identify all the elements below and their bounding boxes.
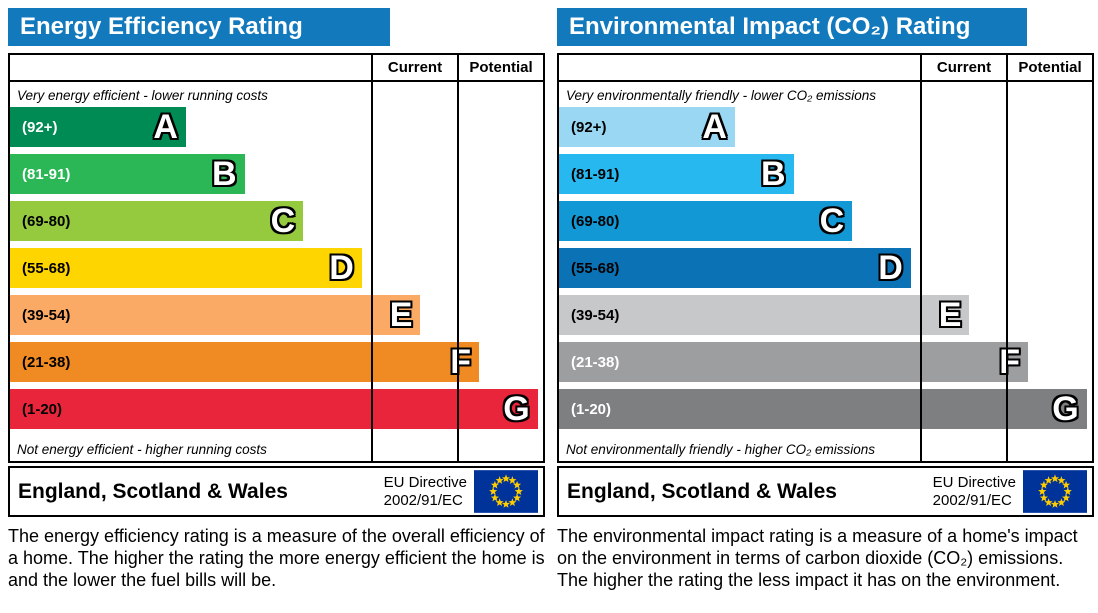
band-bar-e: (39-54) E xyxy=(10,295,421,335)
band-range-label: (1-20) xyxy=(22,400,63,418)
band-row-a: (92+) A xyxy=(10,107,543,147)
band-letter: A xyxy=(153,108,178,146)
environmental-rating-chart: Current Potential Very environmentally f… xyxy=(557,53,1094,463)
energy-efficiency-panel: Energy Efficiency Rating Current Potenti… xyxy=(8,8,545,590)
band-range-label: (21-38) xyxy=(22,353,71,371)
band-bar-g: (1-20) G xyxy=(10,389,538,429)
band-row-f: (21-38) F xyxy=(559,342,1092,382)
eu-directive-line2: 2002/91/EC xyxy=(383,491,463,509)
band-letter: G xyxy=(1052,390,1079,428)
potential-column-divider xyxy=(457,82,459,461)
band-row-b: (81-91) B xyxy=(559,154,1092,194)
energy-footer: England, Scotland & Wales EU Directive 2… xyxy=(8,466,545,517)
band-range-label: (55-68) xyxy=(571,259,620,277)
band-bar-e: (39-54) E xyxy=(559,295,970,335)
band-bar-c: (69-80) C xyxy=(10,201,304,241)
column-header-spacer xyxy=(559,55,920,80)
energy-bands: (92+) A (81-91) B (69-80) C (55-68) D (39-54) E (2… xyxy=(10,107,543,429)
eu-directive-line1: EU Directive xyxy=(932,474,1016,492)
band-range-label: (55-68) xyxy=(22,259,71,277)
eu-directive-line1: EU Directive xyxy=(383,474,467,492)
eu-flag-icon xyxy=(474,470,538,513)
column-header-row: Current Potential xyxy=(559,55,1092,82)
band-row-c: (69-80) C xyxy=(559,201,1092,241)
band-range-label: (81-91) xyxy=(22,165,71,183)
current-column-divider xyxy=(920,82,922,461)
band-range-label: (92+) xyxy=(22,118,58,136)
band-row-c: (69-80) C xyxy=(10,201,543,241)
band-bar-b: (81-91) B xyxy=(559,154,794,194)
potential-column-header: Potential xyxy=(457,55,543,80)
region-label: England, Scotland & Wales xyxy=(18,479,288,503)
band-letter: G xyxy=(503,390,530,428)
band-bar-a: (92+) A xyxy=(559,107,735,147)
band-range-label: (21-38) xyxy=(571,353,620,371)
column-header-spacer xyxy=(10,55,371,80)
current-column-divider xyxy=(371,82,373,461)
band-letter: A xyxy=(702,108,727,146)
eu-directive-label: EU Directive 2002/91/EC xyxy=(933,474,1023,509)
band-bar-d: (55-68) D xyxy=(10,248,362,288)
band-bar-c: (69-80) C xyxy=(559,201,853,241)
eu-flag-icon xyxy=(1023,470,1087,513)
environmental-panel-title: Environmental Impact (CO₂) Rating xyxy=(557,8,1027,46)
band-letter: B xyxy=(211,155,237,193)
environmental-chart-body: Very environmentally friendly - lower CO… xyxy=(559,82,1092,461)
band-row-a: (92+) A xyxy=(559,107,1092,147)
current-column-header: Current xyxy=(371,55,457,80)
top-caption: Very environmentally friendly - lower CO… xyxy=(566,88,876,103)
band-row-g: (1-20) G xyxy=(559,389,1092,429)
energy-description: The energy efficiency rating is a measur… xyxy=(8,526,545,590)
column-header-row: Current Potential xyxy=(10,55,543,82)
potential-column-header: Potential xyxy=(1006,55,1092,80)
top-caption: Very energy efficient - lower running co… xyxy=(17,88,268,103)
band-letter: E xyxy=(389,296,413,334)
environmental-impact-panel: Environmental Impact (CO₂) Rating Curren… xyxy=(549,0,1098,613)
band-range-label: (69-80) xyxy=(571,212,620,230)
band-row-d: (55-68) D xyxy=(559,248,1092,288)
band-range-label: (39-54) xyxy=(22,306,71,324)
energy-panel-title: Energy Efficiency Rating xyxy=(8,8,390,46)
band-range-label: (69-80) xyxy=(22,212,71,230)
band-letter: B xyxy=(760,155,786,193)
band-bar-g: (1-20) G xyxy=(559,389,1087,429)
environmental-bands: (92+) A (81-91) B (69-80) C (55-68) D (39-54) E (2… xyxy=(559,107,1092,429)
band-range-label: (81-91) xyxy=(571,165,620,183)
current-column-header: Current xyxy=(920,55,1006,80)
band-letter: F xyxy=(999,343,1021,381)
band-range-label: (92+) xyxy=(571,118,607,136)
bottom-caption: Not energy efficient - higher running co… xyxy=(17,442,267,457)
band-letter: C xyxy=(270,202,296,240)
energy-rating-chart: Current Potential Very energy efficient … xyxy=(8,53,545,463)
band-range-label: (1-20) xyxy=(571,400,612,418)
region-label: England, Scotland & Wales xyxy=(567,479,837,503)
band-range-label: (39-54) xyxy=(571,306,620,324)
band-bar-f: (21-38) F xyxy=(10,342,480,382)
band-letter: D xyxy=(329,249,354,287)
band-row-e: (39-54) E xyxy=(10,295,543,335)
environmental-footer: England, Scotland & Wales EU Directive 2… xyxy=(557,466,1094,517)
band-bar-a: (92+) A xyxy=(10,107,186,147)
potential-column-divider xyxy=(1006,82,1008,461)
band-row-f: (21-38) F xyxy=(10,342,543,382)
bottom-caption: Not environmentally friendly - higher CO… xyxy=(566,442,876,457)
band-bar-f: (21-38) F xyxy=(559,342,1029,382)
band-bar-b: (81-91) B xyxy=(10,154,245,194)
band-row-e: (39-54) E xyxy=(559,295,1092,335)
band-letter: E xyxy=(938,296,962,334)
band-letter: D xyxy=(878,249,903,287)
eu-directive-line2: 2002/91/EC xyxy=(932,491,1012,509)
band-bar-d: (55-68) D xyxy=(559,248,911,288)
eu-directive-label: EU Directive 2002/91/EC xyxy=(384,474,474,509)
band-row-d: (55-68) D xyxy=(10,248,543,288)
band-letter: C xyxy=(819,202,845,240)
energy-chart-body: Very energy efficient - lower running co… xyxy=(10,82,543,461)
environmental-description: The environmental impact rating is a mea… xyxy=(557,526,1078,590)
band-letter: F xyxy=(450,343,472,381)
band-row-b: (81-91) B xyxy=(10,154,543,194)
band-row-g: (1-20) G xyxy=(10,389,543,429)
